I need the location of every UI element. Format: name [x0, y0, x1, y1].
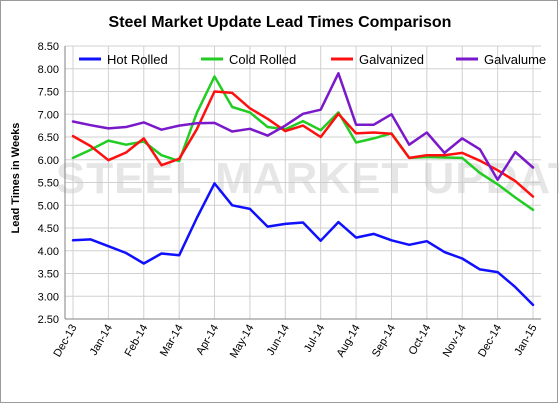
- series-line-galvalume: [71, 72, 535, 182]
- x-tick-label: Jun-14: [265, 323, 292, 358]
- x-tick-label: Oct-14: [407, 323, 434, 358]
- x-tick-label: Mar-14: [158, 323, 186, 359]
- legend-label-galvanized: Galvanized: [359, 52, 424, 67]
- x-tick-label: Jan-15: [512, 323, 539, 358]
- legend: Hot Rolled Cold Rolled Galvanized Galvalume: [79, 52, 546, 67]
- y-tick-label: 5.00: [38, 200, 59, 212]
- y-tick-label: 6.50: [38, 132, 59, 144]
- x-tick-label: Jan-14: [88, 323, 115, 358]
- y-tick-label: 3.50: [38, 269, 59, 281]
- x-tick-label: Nov-14: [441, 323, 469, 360]
- y-tick-label: 8.50: [38, 41, 59, 53]
- y-tick-label: 4.50: [38, 223, 59, 235]
- y-tick-label: 8.00: [38, 64, 59, 76]
- x-tick-label: Jul-14: [302, 323, 327, 355]
- series-line-galvanized: [71, 90, 535, 198]
- legend-label-cold-rolled: Cold Rolled: [229, 52, 296, 67]
- x-tick-label: Dec-14: [476, 322, 504, 359]
- x-tick-label: Feb-14: [123, 323, 151, 359]
- y-tick-label: 7.50: [38, 87, 59, 99]
- y-tick-label: 3.00: [38, 291, 59, 303]
- x-tick-label: Sep-14: [370, 323, 398, 360]
- y-tick-label: 5.50: [38, 178, 59, 190]
- legend-label-hot-rolled: Hot Rolled: [107, 52, 168, 67]
- watermark: STEEL MARKET UPDATE: [56, 154, 559, 203]
- y-axis-label: Lead Times in Weeks: [10, 123, 22, 234]
- x-tick-label: Aug-14: [335, 323, 363, 360]
- chart-title: Steel Market Update Lead Times Compariso…: [109, 14, 452, 31]
- x-tick-label: Dec-13: [51, 323, 79, 360]
- series-line-hot-rolled: [71, 182, 535, 307]
- y-tick-label: 6.00: [38, 155, 59, 167]
- legend-label-galvalume: Galvalume: [484, 52, 546, 67]
- x-tick-label: Apr-14: [194, 323, 221, 358]
- y-tick-label: 4.00: [38, 246, 59, 258]
- y-tick-label: 7.00: [38, 109, 59, 121]
- series-lines: [71, 72, 535, 307]
- x-tick-label: May-14: [228, 323, 257, 361]
- y-tick-label: 2.50: [38, 314, 59, 326]
